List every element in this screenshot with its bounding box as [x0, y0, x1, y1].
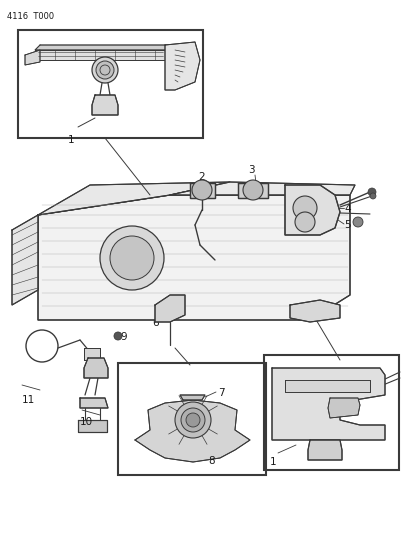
Polygon shape — [84, 358, 108, 378]
Circle shape — [92, 57, 118, 83]
Circle shape — [96, 61, 114, 79]
Circle shape — [353, 217, 363, 227]
Text: 4116  T000: 4116 T000 — [7, 12, 54, 21]
Text: 11: 11 — [22, 395, 35, 405]
Polygon shape — [272, 368, 385, 440]
Text: 1: 1 — [270, 457, 277, 467]
Polygon shape — [135, 400, 250, 462]
Circle shape — [192, 180, 212, 200]
Polygon shape — [308, 440, 342, 460]
Polygon shape — [12, 215, 38, 305]
Polygon shape — [170, 182, 355, 195]
Circle shape — [295, 212, 315, 232]
Circle shape — [293, 196, 317, 220]
Circle shape — [110, 236, 154, 280]
Circle shape — [368, 188, 376, 196]
Polygon shape — [92, 95, 118, 115]
Polygon shape — [290, 300, 340, 322]
Polygon shape — [180, 395, 205, 400]
Circle shape — [186, 413, 200, 427]
Text: 3: 3 — [248, 165, 255, 175]
Text: 9: 9 — [120, 332, 126, 342]
Polygon shape — [238, 183, 268, 198]
Bar — [264, 355, 399, 470]
Text: 10: 10 — [80, 417, 93, 427]
Circle shape — [100, 226, 164, 290]
Circle shape — [243, 180, 263, 200]
Polygon shape — [35, 45, 170, 50]
Polygon shape — [38, 195, 350, 320]
Polygon shape — [35, 50, 165, 60]
Text: 8: 8 — [208, 456, 215, 466]
Text: 7: 7 — [218, 388, 225, 398]
Polygon shape — [285, 380, 370, 392]
Circle shape — [175, 402, 211, 438]
Polygon shape — [190, 183, 215, 198]
Bar — [118, 363, 266, 475]
Polygon shape — [328, 398, 360, 418]
Circle shape — [114, 332, 122, 340]
Text: 1: 1 — [68, 135, 75, 145]
Polygon shape — [155, 295, 185, 322]
Polygon shape — [38, 182, 230, 215]
Circle shape — [370, 193, 376, 199]
Text: 5: 5 — [344, 220, 350, 230]
Polygon shape — [165, 42, 200, 90]
Polygon shape — [80, 398, 108, 408]
Text: 2: 2 — [198, 172, 205, 182]
Polygon shape — [25, 50, 40, 65]
Bar — [18, 30, 203, 138]
Circle shape — [181, 408, 205, 432]
Polygon shape — [285, 185, 340, 235]
Text: 6: 6 — [152, 318, 159, 328]
Polygon shape — [78, 420, 107, 432]
Polygon shape — [84, 348, 100, 360]
Text: 4: 4 — [344, 204, 350, 214]
